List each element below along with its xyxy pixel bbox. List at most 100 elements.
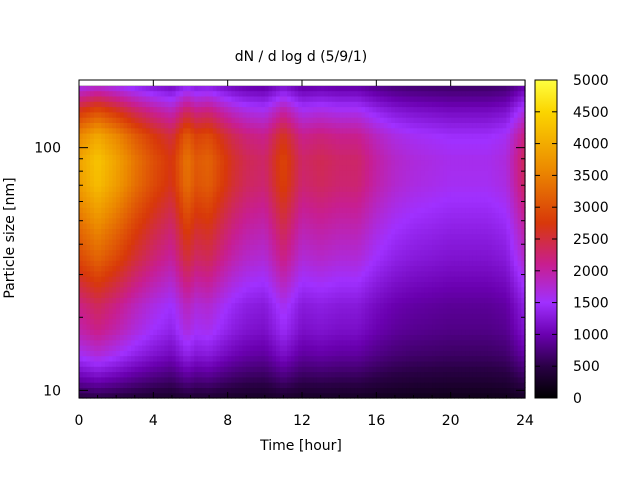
heatmap-cell xyxy=(227,217,232,224)
heatmap-cell xyxy=(283,323,288,330)
heatmap-cell xyxy=(183,350,188,357)
heatmap-cell xyxy=(227,127,232,134)
heatmap-cell xyxy=(86,239,91,245)
heatmap-cell xyxy=(354,265,359,272)
heatmap-cell xyxy=(354,292,359,298)
heatmap-cell xyxy=(175,85,180,92)
heatmap-cell xyxy=(209,376,214,383)
heatmap-cell xyxy=(235,228,240,235)
heatmap-cell xyxy=(238,307,244,314)
heatmap-cell xyxy=(194,355,199,362)
heatmap-cell xyxy=(383,143,389,150)
heatmap-cell xyxy=(309,329,314,335)
heatmap-cell xyxy=(201,191,206,198)
heatmap-cell xyxy=(246,180,251,187)
heatmap-cell xyxy=(235,276,240,282)
heatmap-cell xyxy=(101,95,106,102)
heatmap-cell xyxy=(223,297,229,304)
heatmap-cell xyxy=(123,329,128,335)
heatmap-cell xyxy=(283,270,288,277)
heatmap-cell xyxy=(365,276,370,282)
heatmap-cell xyxy=(372,270,377,277)
heatmap-cell xyxy=(316,111,322,118)
heatmap-cell xyxy=(101,281,106,288)
heatmap-cell xyxy=(164,329,169,335)
heatmap-cell xyxy=(368,191,374,198)
heatmap-cell xyxy=(368,270,374,277)
heatmap-cell xyxy=(357,154,363,161)
heatmap-cell xyxy=(82,90,88,97)
heatmap-cell xyxy=(309,85,314,92)
heatmap-cell xyxy=(131,148,136,155)
heatmap-cell xyxy=(149,355,154,362)
heatmap-cell xyxy=(97,323,102,330)
heatmap-cell xyxy=(324,111,329,118)
heatmap-cell xyxy=(283,180,288,187)
heatmap-cell xyxy=(131,297,136,304)
heatmap-cell xyxy=(119,95,125,102)
heatmap-cell xyxy=(145,196,151,203)
heatmap-cell xyxy=(119,376,125,383)
heatmap-cell xyxy=(298,244,303,251)
heatmap-cell xyxy=(197,175,203,182)
heatmap-cell xyxy=(79,143,84,150)
heatmap-cell xyxy=(201,170,206,176)
heatmap-cell xyxy=(97,329,102,335)
heatmap-cell xyxy=(153,175,158,182)
heatmap-cell xyxy=(93,196,99,203)
heatmap-cell xyxy=(298,148,303,155)
heatmap-cell xyxy=(253,302,258,309)
heatmap-cell xyxy=(275,244,281,251)
heatmap-cell xyxy=(331,228,337,235)
heatmap-cell xyxy=(186,180,192,187)
heatmap-cell xyxy=(93,376,99,383)
heatmap-cell xyxy=(383,212,389,219)
heatmap-cell xyxy=(123,334,128,341)
heatmap-cell xyxy=(275,239,281,245)
heatmap-cell xyxy=(149,143,154,150)
heatmap-cell xyxy=(302,260,307,267)
heatmap-cell xyxy=(246,191,251,198)
heatmap-cell xyxy=(171,175,177,182)
heatmap-cell xyxy=(212,101,218,108)
heatmap-cell xyxy=(164,138,169,145)
heatmap-cell xyxy=(231,191,236,198)
heatmap-cell xyxy=(302,122,307,129)
heatmap-cell xyxy=(275,164,281,171)
heatmap-cell xyxy=(313,212,318,219)
heatmap-cell xyxy=(361,191,366,198)
heatmap-cell xyxy=(287,276,292,282)
heatmap-cell xyxy=(249,286,255,293)
heatmap-cell xyxy=(235,90,240,97)
heatmap-cell xyxy=(212,307,218,314)
heatmap-cell xyxy=(97,254,102,261)
heatmap-cell xyxy=(372,376,377,383)
heatmap-cell xyxy=(264,371,270,378)
heatmap-cell xyxy=(331,85,337,92)
heatmap-cell xyxy=(342,111,348,118)
heatmap-cell xyxy=(175,329,180,335)
heatmap-cell xyxy=(331,329,337,335)
heatmap-cell xyxy=(216,302,221,309)
heatmap-cell xyxy=(79,355,84,362)
heatmap-cell xyxy=(376,329,381,335)
heatmap-cell xyxy=(238,270,244,277)
heatmap-cell xyxy=(82,143,88,150)
heatmap-cell xyxy=(283,201,288,208)
heatmap-cell xyxy=(220,138,225,145)
heatmap-cell xyxy=(183,387,188,394)
heatmap-cell xyxy=(116,339,121,346)
heatmap-cell xyxy=(231,339,236,346)
heatmap-cell xyxy=(164,249,169,256)
heatmap-cell xyxy=(309,106,314,113)
heatmap-cell xyxy=(86,106,91,113)
heatmap-cell xyxy=(216,260,221,267)
heatmap-cell xyxy=(101,323,106,330)
heatmap-cell xyxy=(227,286,232,293)
heatmap-cell xyxy=(253,228,258,235)
heatmap-cell xyxy=(216,355,221,362)
heatmap-cell xyxy=(112,180,117,187)
heatmap-cell xyxy=(105,170,110,176)
heatmap-cell xyxy=(361,334,366,341)
heatmap-cell xyxy=(268,366,273,373)
